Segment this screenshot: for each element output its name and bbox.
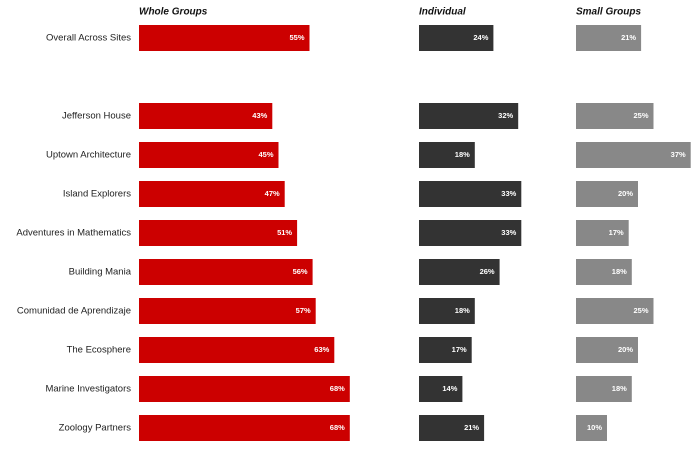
- value-label: 18%: [455, 150, 470, 159]
- bar: [139, 25, 310, 51]
- bar: [139, 415, 350, 441]
- value-label: 51%: [277, 228, 292, 237]
- bar: [576, 103, 654, 129]
- category-label: Zoology Partners: [59, 423, 132, 434]
- bar: [576, 259, 632, 285]
- value-label: 45%: [258, 150, 273, 159]
- value-label: 26%: [480, 267, 495, 276]
- category-label: Uptown Architecture: [46, 150, 131, 161]
- bar: [139, 298, 316, 324]
- category-label: The Ecosphere: [67, 345, 131, 356]
- value-label: 20%: [618, 345, 633, 354]
- category-label: Marine Investigators: [45, 384, 131, 395]
- bar: [419, 181, 522, 207]
- bar: [419, 259, 500, 285]
- bar: [139, 259, 313, 285]
- value-label: 63%: [314, 345, 329, 354]
- value-label: 14%: [442, 384, 457, 393]
- value-label: 43%: [252, 111, 267, 120]
- value-label: 37%: [671, 150, 686, 159]
- value-label: 25%: [633, 306, 648, 315]
- bar: [419, 337, 472, 363]
- value-label: 68%: [330, 384, 345, 393]
- value-label: 17%: [452, 345, 467, 354]
- bar: [419, 220, 522, 246]
- category-label: Comunidad de Aprendizaje: [17, 306, 131, 317]
- value-label: 17%: [609, 228, 624, 237]
- value-label: 68%: [330, 423, 345, 432]
- value-label: 18%: [455, 306, 470, 315]
- value-label: 47%: [265, 189, 280, 198]
- panel-header: Whole Groups: [139, 7, 208, 18]
- bar: [576, 25, 642, 51]
- bar: [139, 103, 273, 129]
- value-label: 24%: [473, 33, 488, 42]
- category-label: Overall Across Sites: [46, 33, 131, 44]
- bar: [419, 25, 494, 51]
- bar: [576, 415, 607, 441]
- panel-header: Small Groups: [576, 7, 641, 18]
- bar: [419, 298, 475, 324]
- value-label: 33%: [501, 228, 516, 237]
- value-label: 20%: [618, 189, 633, 198]
- category-label: Island Explorers: [63, 189, 131, 200]
- category-label: Building Mania: [69, 267, 132, 278]
- value-label: 21%: [621, 33, 636, 42]
- category-label: Jefferson House: [62, 111, 131, 122]
- value-label: 21%: [464, 423, 479, 432]
- bar: [139, 142, 279, 168]
- value-label: 18%: [612, 267, 627, 276]
- category-label: Adventures in Mathematics: [16, 228, 131, 239]
- bar: [576, 220, 629, 246]
- value-label: 32%: [498, 111, 513, 120]
- bar: [139, 181, 285, 207]
- bar: [419, 142, 475, 168]
- bar: [576, 181, 638, 207]
- value-label: 18%: [612, 384, 627, 393]
- value-label: 55%: [289, 33, 304, 42]
- bar: [576, 337, 638, 363]
- bar: [139, 337, 335, 363]
- bar: [576, 376, 632, 402]
- value-label: 57%: [296, 306, 311, 315]
- bar: [576, 142, 691, 168]
- bar: [139, 220, 298, 246]
- value-label: 33%: [501, 189, 516, 198]
- bar: [139, 376, 350, 402]
- bar: [419, 415, 485, 441]
- panel-header: Individual: [419, 7, 466, 18]
- value-label: 25%: [633, 111, 648, 120]
- bar: [419, 103, 519, 129]
- value-label: 10%: [587, 423, 602, 432]
- bar: [576, 298, 654, 324]
- bar: [419, 376, 463, 402]
- value-label: 56%: [293, 267, 308, 276]
